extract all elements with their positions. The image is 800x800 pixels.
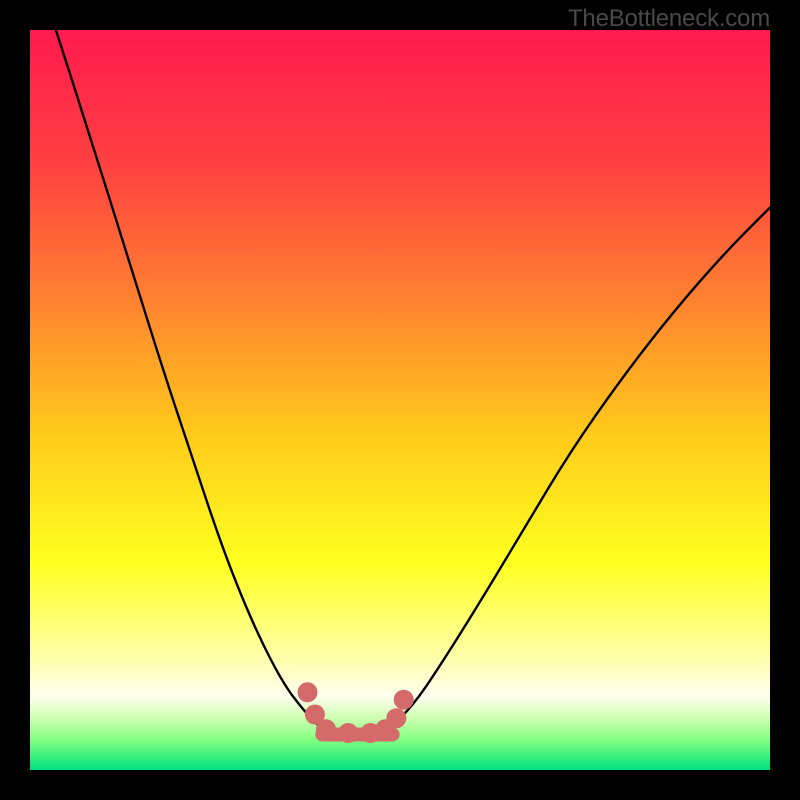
- highlight-marker: [386, 708, 406, 728]
- chart-frame: TheBottleneck.com: [0, 0, 800, 800]
- gradient-background: [30, 30, 770, 770]
- highlight-marker: [316, 719, 336, 739]
- highlight-marker: [338, 723, 358, 743]
- watermark-text: TheBottleneck.com: [568, 5, 770, 33]
- bottleneck-chart: [30, 30, 770, 770]
- highlight-marker: [298, 682, 318, 702]
- highlight-marker: [394, 690, 414, 710]
